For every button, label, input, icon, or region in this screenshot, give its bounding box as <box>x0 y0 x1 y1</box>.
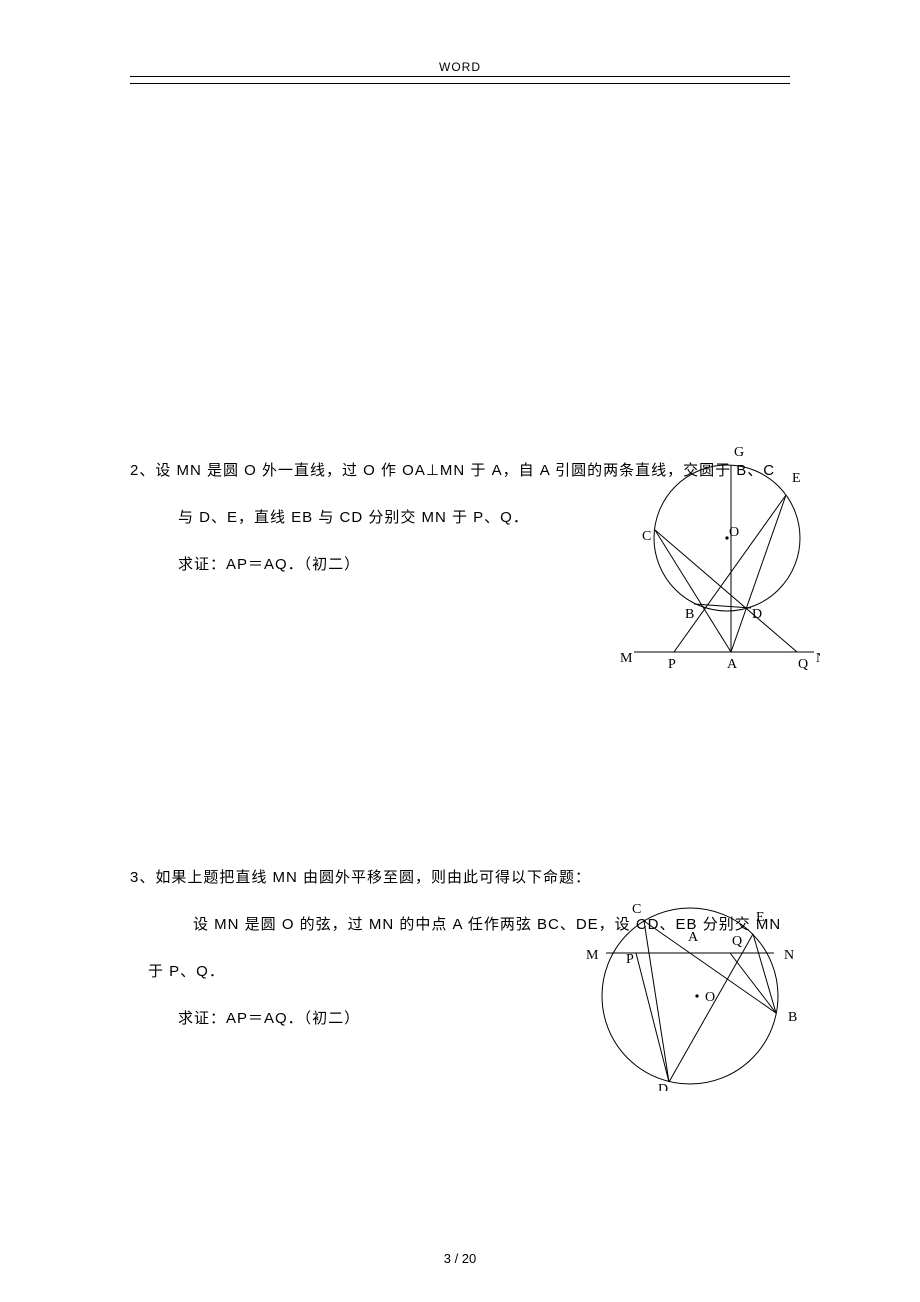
svg-text:P: P <box>626 952 635 967</box>
svg-text:O: O <box>729 525 740 540</box>
problem-3-line1: 3、如果上题把直线 MN 由圆外平移至圆，则由此可得以下命题： <box>130 861 790 894</box>
svg-text:Q: Q <box>732 934 743 949</box>
svg-text:M: M <box>586 948 599 963</box>
figure-2-svg: C E A Q M N P O B D <box>560 901 810 1091</box>
svg-text:C: C <box>642 529 652 544</box>
svg-text:M: M <box>620 651 633 666</box>
svg-text:P: P <box>668 657 677 672</box>
figure-1-svg: G E O C B D M P A QN <box>620 440 820 680</box>
svg-text:E: E <box>792 471 802 486</box>
svg-text:A: A <box>727 657 738 672</box>
page-footer: 3 / 20 <box>0 1251 920 1266</box>
svg-text:A: A <box>688 930 699 945</box>
svg-text:B: B <box>685 607 695 622</box>
header-rule-top <box>130 76 790 77</box>
problem-3: 3、如果上题把直线 MN 由圆外平移至圆，则由此可得以下命题： 设 MN 是圆 … <box>130 861 790 1035</box>
svg-text:O: O <box>705 990 716 1005</box>
figure-2: C E A Q M N P O B D <box>560 901 810 1103</box>
content: 2、设 MN 是圆 O 外一直线，过 O 作 OA⊥MN 于 A，自 A 引圆的… <box>130 454 790 1035</box>
svg-text:D: D <box>658 1082 669 1091</box>
page: WORD 2、设 MN 是圆 O 外一直线，过 O 作 OA⊥MN 于 A，自 … <box>0 0 920 1302</box>
problem-2: 2、设 MN 是圆 O 外一直线，过 O 作 OA⊥MN 于 A，自 A 引圆的… <box>130 454 790 581</box>
svg-text:E: E <box>756 910 766 925</box>
svg-text:N: N <box>816 651 820 666</box>
header-rule-bottom <box>130 83 790 84</box>
svg-text:N: N <box>784 948 795 963</box>
svg-text:Q: Q <box>798 657 809 672</box>
figure-1: G E O C B D M P A QN <box>620 440 820 692</box>
svg-text:B: B <box>788 1010 798 1025</box>
header-title: WORD <box>130 60 790 74</box>
svg-text:G: G <box>734 445 745 460</box>
svg-text:C: C <box>632 902 642 917</box>
svg-text:D: D <box>752 607 763 622</box>
